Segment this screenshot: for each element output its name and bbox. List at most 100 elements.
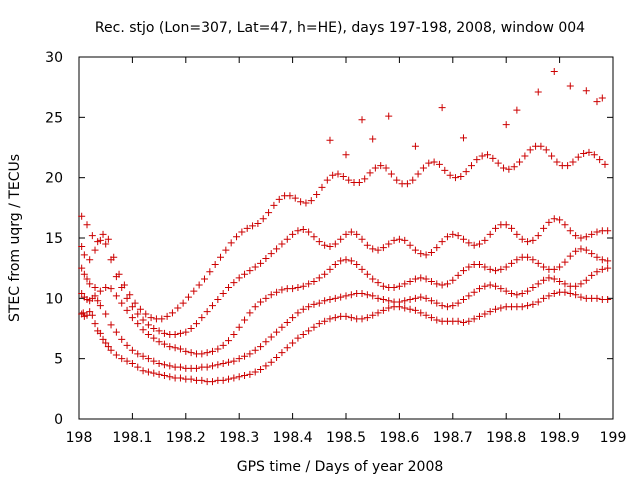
data-point: [305, 280, 313, 288]
data-point: [465, 263, 473, 271]
data-point: [337, 257, 345, 265]
x-tick-label: 198.6: [379, 430, 419, 446]
data-point: [588, 250, 596, 258]
data-point: [582, 87, 590, 95]
data-point: [566, 82, 574, 90]
data-point: [406, 241, 414, 249]
data-point: [102, 339, 110, 347]
data-point: [577, 245, 585, 253]
data-point: [265, 209, 273, 217]
data-point: [96, 287, 104, 295]
data-point: [166, 362, 174, 370]
data-point: [342, 256, 350, 264]
data-point: [88, 232, 96, 240]
data-point: [561, 221, 569, 229]
data-point: [96, 302, 104, 310]
data-point: [406, 277, 414, 285]
data-point: [540, 276, 548, 284]
data-point: [267, 358, 275, 366]
data-point: [168, 309, 176, 317]
data-point: [291, 194, 299, 202]
data-point: [454, 299, 462, 307]
data-point: [427, 297, 435, 305]
data-point: [262, 294, 270, 302]
data-point: [500, 164, 508, 172]
data-point: [158, 315, 166, 323]
data-point: [406, 296, 414, 304]
y-tick-label: 25: [45, 110, 63, 126]
data-point: [225, 283, 233, 291]
data-point: [155, 359, 163, 367]
data-point: [342, 230, 350, 238]
data-point: [305, 228, 313, 236]
data-point: [516, 158, 524, 166]
data-point: [241, 372, 249, 380]
data-point: [577, 280, 585, 288]
data-point: [246, 370, 254, 378]
data-point: [454, 271, 462, 279]
data-point: [83, 221, 91, 229]
x-tick-label: 198: [66, 430, 93, 446]
data-point: [176, 345, 184, 353]
data-point: [147, 314, 155, 322]
data-point: [492, 282, 500, 290]
data-point: [139, 352, 147, 360]
y-axis: 0 5 10 15 20 25 30: [45, 50, 613, 428]
data-point: [104, 343, 112, 351]
data-point: [502, 287, 510, 295]
data-point: [529, 283, 537, 291]
data-point: [278, 323, 286, 331]
data-point: [566, 290, 574, 298]
data-point: [150, 357, 158, 365]
data-point: [331, 294, 339, 302]
x-tick-label: 198.4: [273, 430, 313, 446]
data-point: [427, 248, 435, 256]
data-point: [417, 250, 425, 258]
data-point: [171, 344, 179, 352]
data-point: [321, 297, 329, 305]
data-point: [489, 154, 497, 162]
x-axis: 198 198.1 198.2 198.3 198.4 198.5 198.6 198.7 19…: [66, 57, 626, 446]
data-point: [243, 224, 251, 232]
data-point: [318, 183, 326, 191]
data-point: [593, 228, 601, 236]
data-point: [540, 224, 548, 232]
data-point: [369, 245, 377, 253]
data-point: [107, 285, 115, 293]
data-point: [572, 291, 580, 299]
data-point: [112, 351, 120, 359]
data-point: [142, 310, 150, 318]
data-point: [128, 346, 136, 354]
data-point: [419, 164, 427, 172]
data-point: [569, 158, 577, 166]
data-point: [126, 291, 134, 299]
x-tick-label: 198.7: [433, 430, 473, 446]
data-point: [219, 341, 227, 349]
data-point: [526, 146, 534, 154]
data-point: [561, 288, 569, 296]
data-point: [443, 233, 451, 241]
data-point: [217, 253, 225, 261]
data-point: [481, 310, 489, 318]
data-point: [534, 88, 542, 96]
data-point: [374, 246, 382, 254]
data-point: [94, 297, 102, 305]
data-point: [299, 331, 307, 339]
data-point: [134, 363, 142, 371]
data-point: [550, 215, 558, 223]
data-point: [508, 290, 516, 298]
data-point: [257, 259, 265, 267]
data-point: [358, 235, 366, 243]
data-point: [366, 169, 374, 177]
data-point: [577, 234, 585, 242]
y-tick-label: 20: [45, 171, 63, 187]
data-point: [588, 271, 596, 279]
data-point: [323, 176, 331, 184]
data-point: [190, 287, 198, 295]
data-point: [604, 264, 612, 272]
data-point: [198, 350, 206, 358]
data-point: [518, 235, 526, 243]
data-point: [414, 170, 422, 178]
data-point: [275, 195, 283, 203]
